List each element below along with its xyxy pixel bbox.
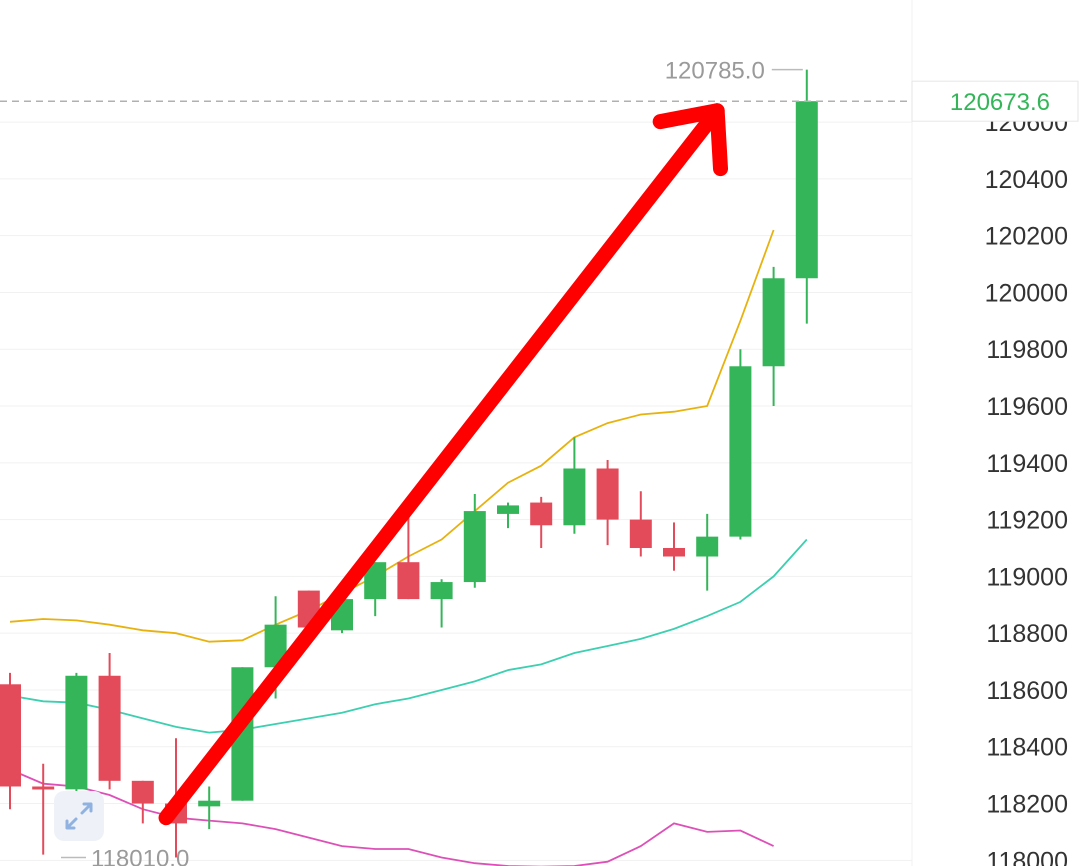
candle bbox=[463, 494, 486, 588]
y-tick-label: 118000 bbox=[986, 847, 1068, 866]
moving-average-lines bbox=[9, 229, 808, 866]
y-tick-label: 119400 bbox=[986, 450, 1068, 478]
candle-body bbox=[530, 502, 553, 526]
candle-body bbox=[795, 101, 818, 279]
candle bbox=[397, 513, 420, 600]
candle-body bbox=[198, 800, 221, 807]
y-tick-label: 119000 bbox=[986, 563, 1068, 591]
y-tick-label: 120000 bbox=[985, 279, 1068, 307]
candle bbox=[198, 786, 221, 830]
candle-body bbox=[430, 582, 453, 600]
candle-body bbox=[32, 786, 55, 790]
candle bbox=[696, 513, 719, 591]
candle-body bbox=[596, 468, 619, 520]
candle bbox=[65, 672, 88, 793]
candle bbox=[563, 437, 586, 534]
candle bbox=[131, 780, 154, 824]
candle-body bbox=[729, 366, 752, 537]
candles bbox=[0, 69, 818, 858]
candle bbox=[98, 653, 121, 790]
candle-body bbox=[629, 519, 652, 548]
trend-arrow bbox=[158, 103, 729, 826]
y-tick-label: 119600 bbox=[986, 393, 1068, 421]
candle-body bbox=[463, 511, 486, 583]
candle bbox=[497, 502, 519, 529]
candle bbox=[729, 349, 752, 540]
y-axis-ticks: 1206001204001202001200001198001196001194… bbox=[985, 109, 1068, 866]
grid-lines bbox=[0, 121, 912, 861]
high-price-label: 120785.0 bbox=[665, 58, 765, 85]
candle-body bbox=[497, 505, 519, 514]
y-tick-label: 120200 bbox=[985, 223, 1068, 251]
ma-mid-line bbox=[9, 538, 808, 734]
last-price-box bbox=[911, 80, 1079, 122]
y-tick-label: 119200 bbox=[986, 507, 1068, 535]
low-price-label: 118010.0 bbox=[91, 845, 189, 866]
y-tick-label: 118600 bbox=[986, 677, 1068, 705]
candle-body bbox=[264, 624, 287, 668]
candle bbox=[430, 579, 453, 628]
ma-long-line bbox=[9, 768, 774, 866]
y-tick-label: 120400 bbox=[985, 166, 1068, 194]
ma-short-line bbox=[9, 229, 775, 643]
expand-arrows-icon bbox=[65, 802, 93, 830]
y-tick-label: 118400 bbox=[986, 734, 1068, 762]
candle-body bbox=[131, 780, 154, 804]
candle-body bbox=[563, 468, 586, 526]
candle-body bbox=[0, 684, 21, 787]
candle-body bbox=[762, 278, 785, 367]
candle bbox=[629, 491, 652, 557]
candle bbox=[32, 763, 55, 855]
candle bbox=[0, 672, 21, 810]
arrow-head bbox=[652, 103, 729, 177]
candle bbox=[596, 459, 619, 546]
candle bbox=[663, 522, 685, 571]
candle-body bbox=[98, 675, 121, 781]
last-price-label: 120673.6 bbox=[950, 89, 1050, 116]
candle bbox=[364, 562, 387, 617]
y-tick-label: 118200 bbox=[986, 791, 1068, 819]
candle bbox=[762, 266, 785, 407]
y-tick-label: 119800 bbox=[986, 336, 1068, 364]
candle-body bbox=[397, 562, 420, 600]
candle-body bbox=[696, 536, 719, 557]
y-tick-label: 118800 bbox=[986, 620, 1068, 648]
candle-body bbox=[65, 675, 88, 790]
candle bbox=[530, 496, 553, 548]
candle-body bbox=[663, 547, 685, 557]
candle-body bbox=[364, 562, 387, 600]
arrow-shaft bbox=[158, 103, 725, 826]
expand-button[interactable] bbox=[54, 791, 104, 841]
candle bbox=[795, 69, 818, 324]
